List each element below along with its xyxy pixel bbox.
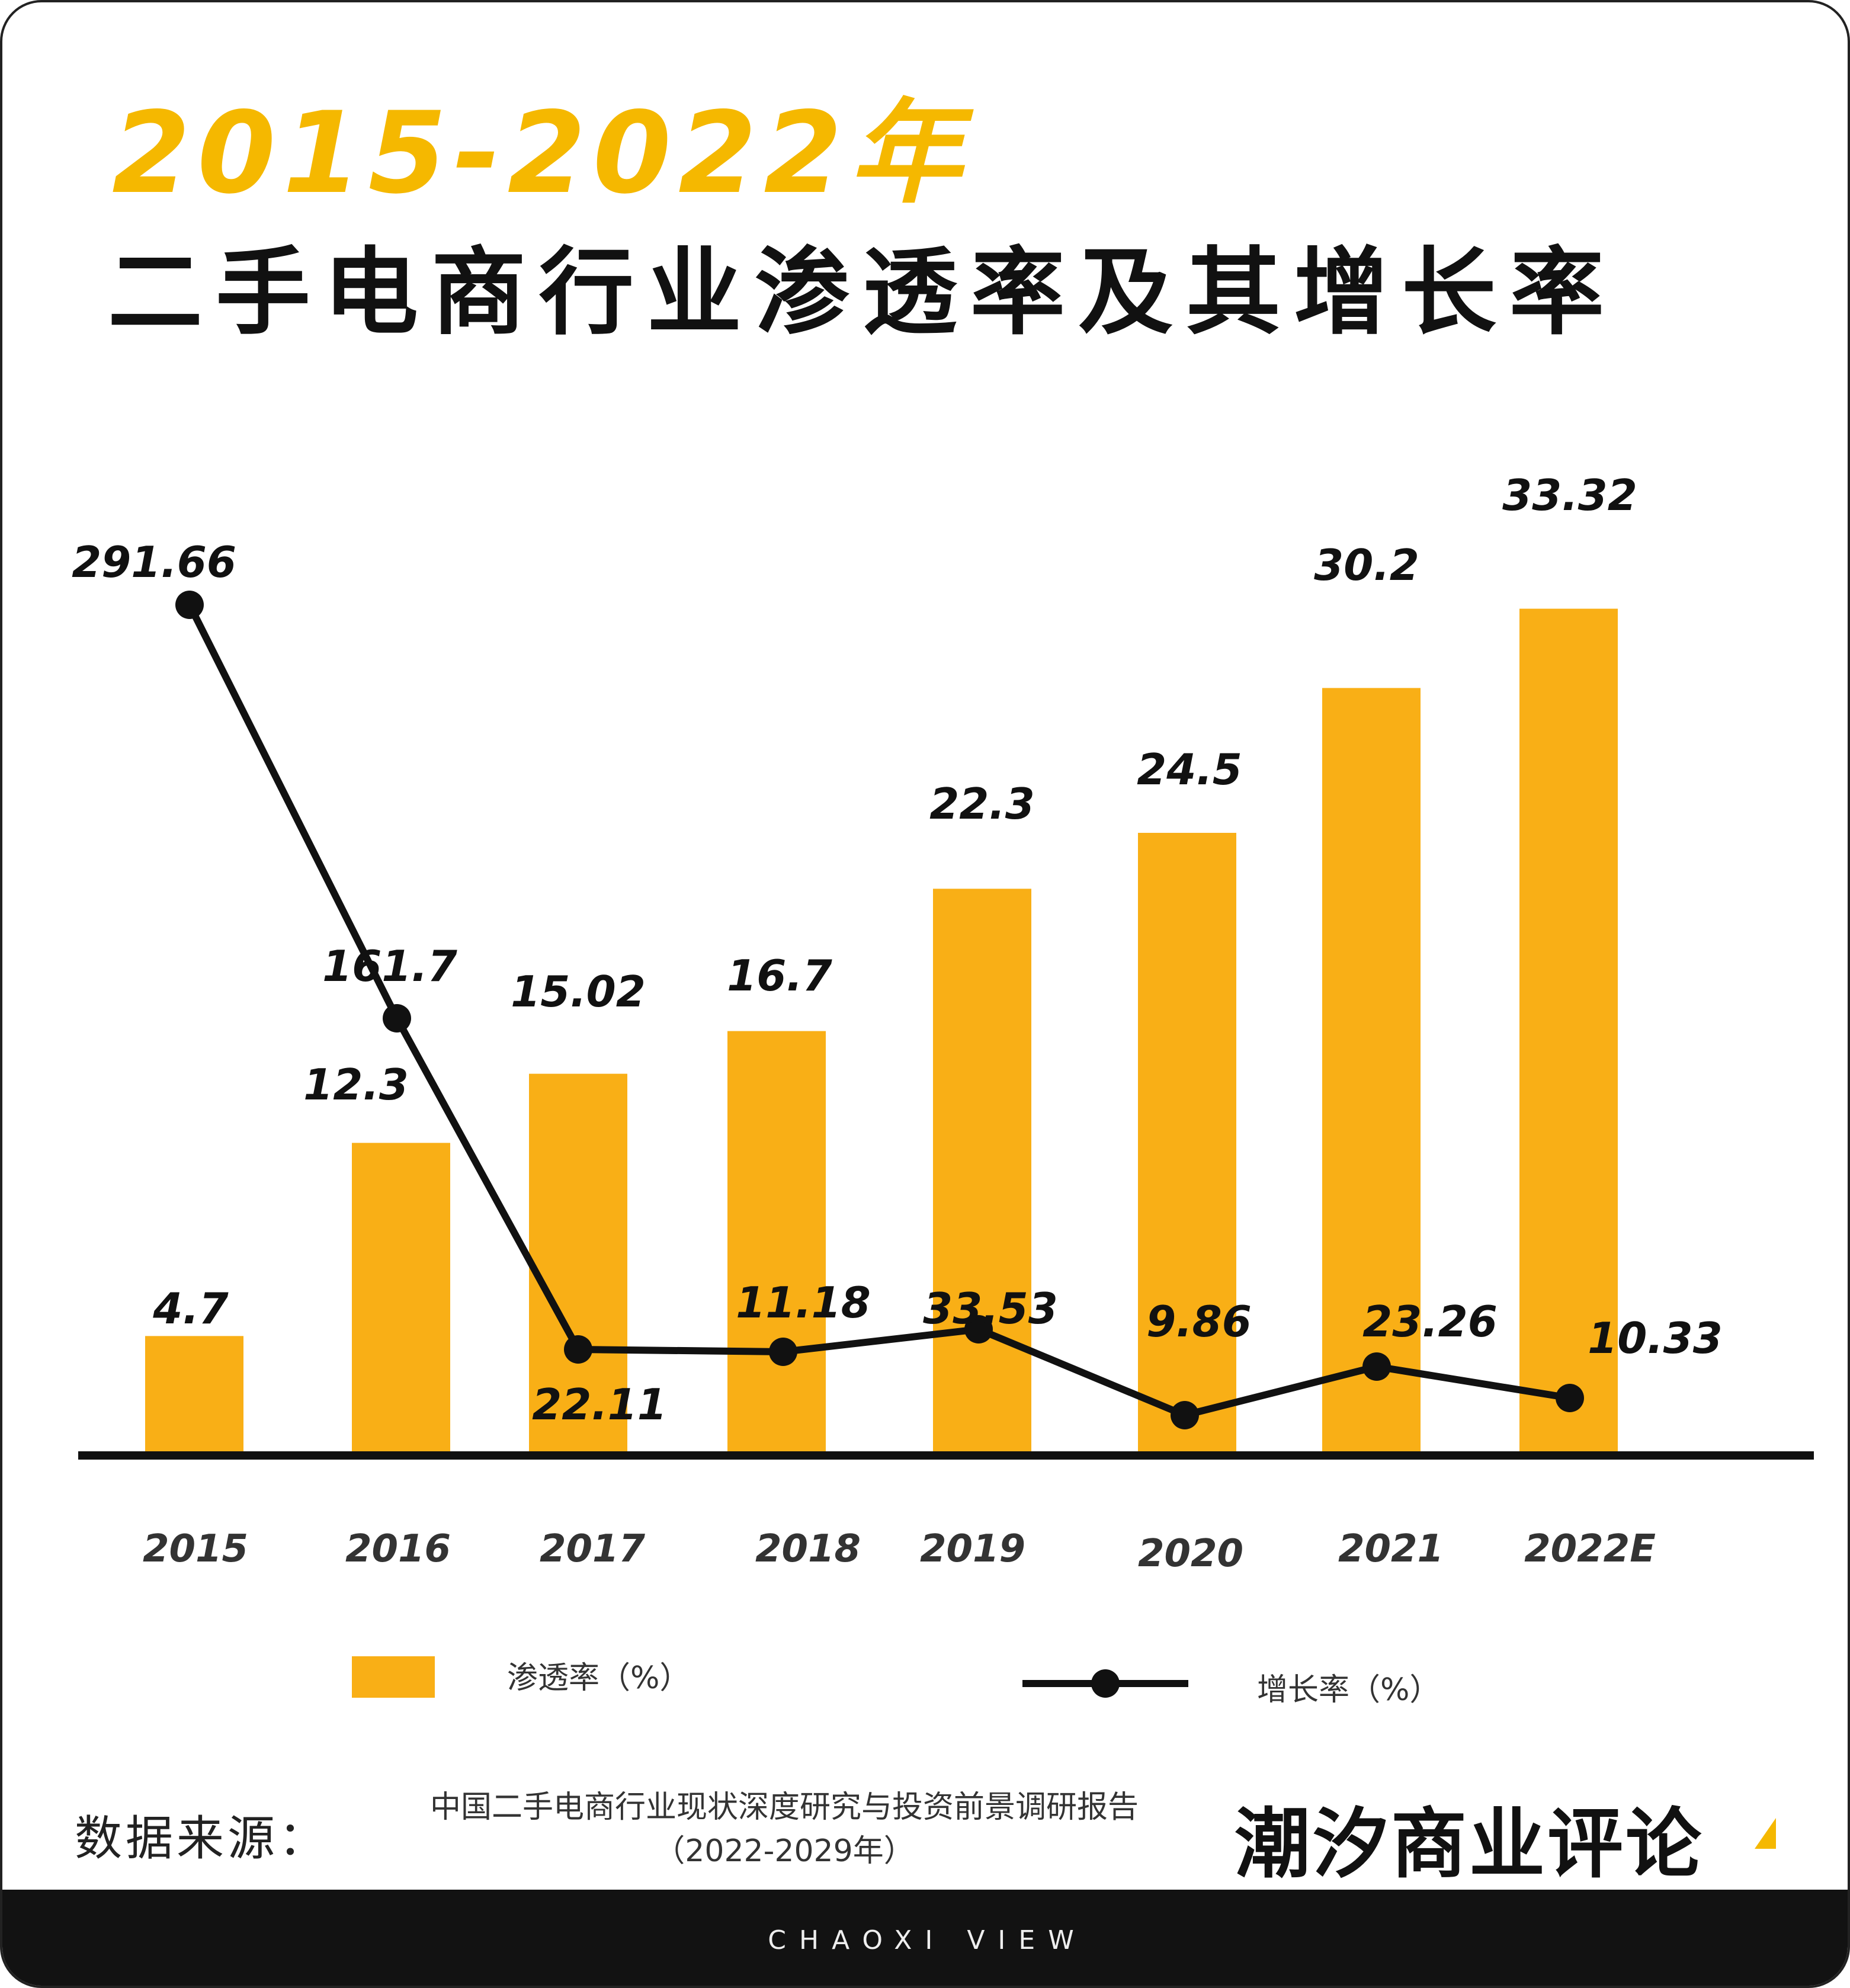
growth-point-2020	[1171, 1401, 1199, 1429]
bar-value-label-2022E: 33.32	[1502, 470, 1637, 520]
source-text: 中国二手电商行业现状深度研究与投资前景调研报告 （2022-2029年）	[381, 1785, 1187, 1873]
bar-2015	[145, 1336, 243, 1455]
source-line-2: （2022-2029年）	[654, 1833, 915, 1869]
bar-value-label-2015: 4.7	[152, 1284, 229, 1333]
growth-value-label-2018: 11.18	[736, 1278, 871, 1328]
x-tick-label-2015: 2015	[143, 1527, 248, 1571]
bar-value-label-2021: 30.2	[1314, 540, 1419, 590]
growth-value-label-2022E: 10.33	[1588, 1313, 1723, 1363]
bar-2016	[352, 1143, 450, 1455]
growth-value-label-2021: 23.26	[1362, 1297, 1498, 1346]
brand-accent-triangle	[1755, 1818, 1776, 1849]
bar-value-label-2016: 12.3	[303, 1060, 409, 1110]
source-line-1: 中国二手电商行业现状深度研究与投资前景调研报告	[429, 1790, 1139, 1825]
growth-value-label-2017: 22.11	[532, 1380, 667, 1429]
bar-value-label-2020: 24.5	[1137, 745, 1242, 794]
growth-point-2021	[1362, 1352, 1391, 1381]
growth-point-2015	[175, 591, 204, 619]
page-title: 二手电商行业渗透率及其增长率	[108, 237, 1618, 348]
title-years: 2015-2022年	[112, 88, 969, 219]
legend-bar-label: 渗透率（%）	[507, 1660, 691, 1696]
growth-value-label-2015: 291.66	[72, 537, 236, 587]
x-tick-label-2021: 2021	[1338, 1527, 1444, 1571]
legend-line-label: 增长率（%）	[1257, 1672, 1441, 1708]
growth-point-2017	[564, 1335, 592, 1364]
growth-point-2018	[769, 1338, 797, 1366]
x-tick-label-2020: 2020	[1138, 1532, 1243, 1576]
bar-2020	[1138, 832, 1236, 1455]
legend-line-swatch	[1022, 1669, 1188, 1698]
bar-value-label-2017: 15.02	[511, 967, 646, 1017]
source-label: 数据来源：	[75, 1811, 329, 1866]
legend-bar-swatch	[352, 1656, 435, 1698]
bar-2018	[727, 1031, 826, 1455]
x-tick-label-2017: 2017	[540, 1527, 646, 1571]
x-tick-label-2016: 2016	[345, 1527, 451, 1571]
bar-2022E	[1519, 608, 1618, 1455]
growth-line	[186, 603, 1570, 1419]
footer-text: CHAOXI VIEW	[768, 1925, 1087, 1955]
growth-value-label-2019: 33.53	[923, 1284, 1058, 1333]
growth-point-2022E	[1556, 1384, 1584, 1412]
chart: 4.7 12.3 15.02 16.7 22.3 24.5 30.2 33.32 291.66 1…	[72, 470, 1814, 1576]
x-tick-label-2018: 2018	[755, 1527, 861, 1571]
growth-value-label-2016: 161.7	[322, 941, 457, 991]
bar-2021	[1322, 688, 1421, 1455]
bar-2019	[933, 889, 1031, 1455]
footer-bar: CHAOXI VIEW	[2, 1890, 1848, 1986]
growth-value-label-2020: 9.86	[1146, 1297, 1252, 1346]
bar-value-label-2019: 22.3	[929, 779, 1035, 829]
brand-logo: 潮汐商业评论	[1235, 1800, 1704, 1888]
x-tick-label-2019: 2019	[920, 1527, 1025, 1571]
bar-2017	[529, 1073, 627, 1455]
growth-point-2016	[383, 1004, 411, 1033]
growth-point-2019	[964, 1315, 993, 1343]
x-tick-label-2022E: 2022E	[1524, 1527, 1656, 1571]
bar-value-label-2018: 16.7	[727, 951, 832, 1001]
